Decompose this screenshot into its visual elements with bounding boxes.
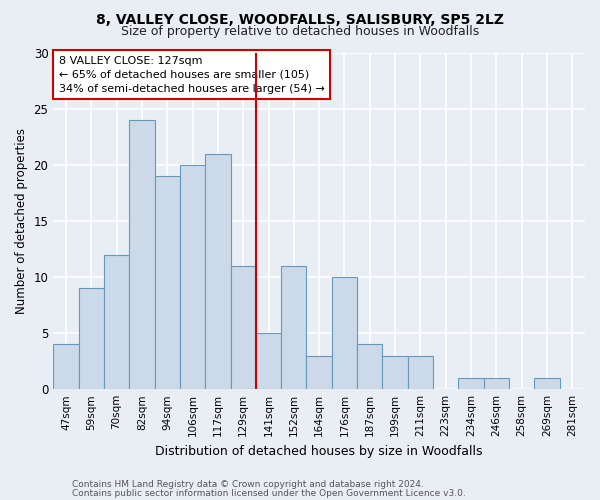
Bar [256, 333, 281, 389]
Bar [281, 266, 307, 389]
Bar [230, 266, 256, 389]
Bar [205, 154, 230, 389]
Bar [53, 344, 79, 389]
Y-axis label: Number of detached properties: Number of detached properties [15, 128, 28, 314]
Bar [180, 164, 205, 389]
Bar [458, 378, 484, 389]
Bar [79, 288, 104, 389]
Bar [332, 277, 357, 389]
Text: Size of property relative to detached houses in Woodfalls: Size of property relative to detached ho… [121, 25, 479, 38]
Bar [155, 176, 180, 389]
Text: Contains HM Land Registry data © Crown copyright and database right 2024.: Contains HM Land Registry data © Crown c… [72, 480, 424, 489]
Text: 8, VALLEY CLOSE, WOODFALLS, SALISBURY, SP5 2LZ: 8, VALLEY CLOSE, WOODFALLS, SALISBURY, S… [96, 12, 504, 26]
Bar [104, 254, 129, 389]
Text: Contains public sector information licensed under the Open Government Licence v3: Contains public sector information licen… [72, 490, 466, 498]
Text: 8 VALLEY CLOSE: 127sqm
← 65% of detached houses are smaller (105)
34% of semi-de: 8 VALLEY CLOSE: 127sqm ← 65% of detached… [59, 56, 325, 94]
Bar [357, 344, 382, 389]
Bar [382, 356, 408, 389]
X-axis label: Distribution of detached houses by size in Woodfalls: Distribution of detached houses by size … [155, 444, 483, 458]
Bar [408, 356, 433, 389]
Bar [307, 356, 332, 389]
Bar [129, 120, 155, 389]
Bar [535, 378, 560, 389]
Bar [484, 378, 509, 389]
